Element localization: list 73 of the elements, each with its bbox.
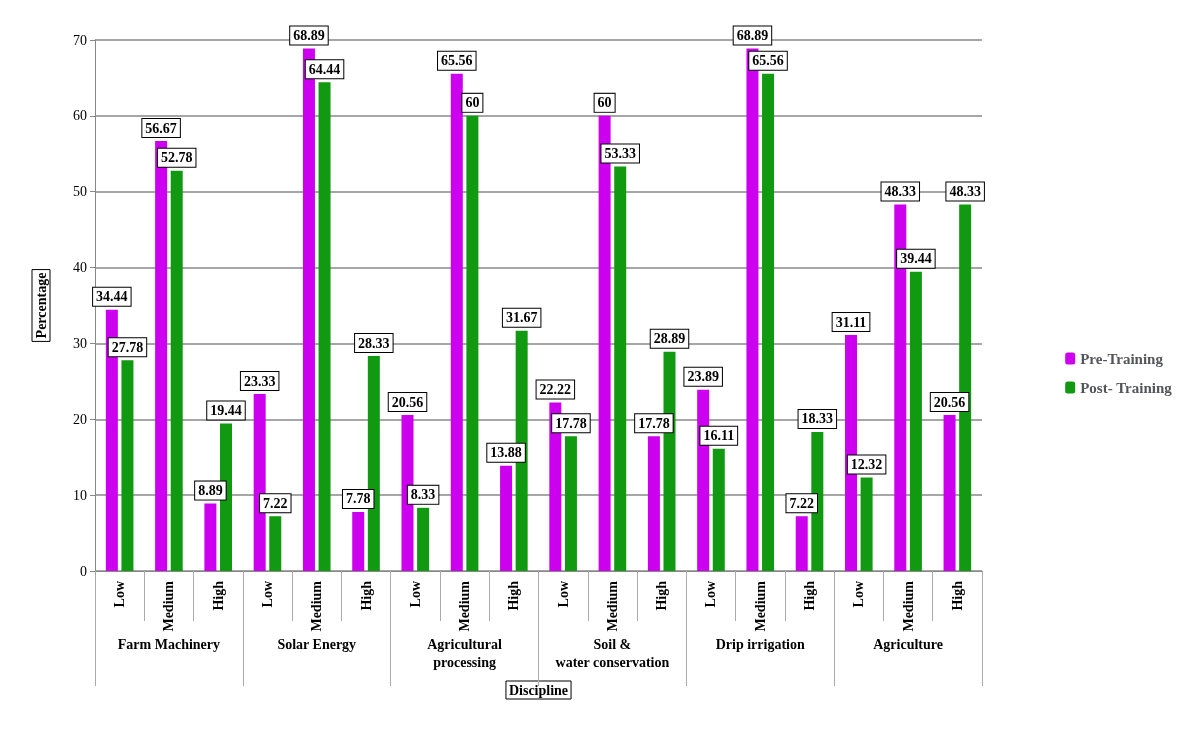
y-tick-label: 60 (73, 108, 87, 124)
text: Soil & water conservation (555, 636, 670, 670)
data-label: 16.11 (703, 428, 735, 444)
bar (943, 415, 956, 571)
x-tick-label: High (654, 580, 670, 611)
data-label: 23.89 (687, 369, 719, 385)
data-label: 31.67 (505, 310, 538, 326)
data-label: 68.89 (736, 27, 769, 43)
y-tick-label: 30 (73, 335, 87, 351)
x-tick-label: Medium (752, 580, 768, 632)
x-tick-label: Medium (161, 580, 177, 632)
data-label: 20.56 (933, 394, 966, 410)
legend-label: Pre-Training (1080, 350, 1164, 367)
x-tick-label: Low (703, 580, 719, 608)
x-tick-label: Medium (604, 580, 620, 632)
data-label: 17.78 (638, 415, 670, 431)
x-tick-label: Low (112, 580, 128, 608)
data-label: 27.78 (111, 339, 144, 355)
text: Drip irrigation (715, 636, 805, 652)
text: Solar Energy (277, 636, 357, 652)
data-label: 8.33 (410, 487, 436, 503)
data-label: 39.44 (900, 251, 932, 267)
data-label: 20.56 (391, 394, 424, 410)
text: Agricultural processing (427, 636, 503, 670)
x-tick-label: Medium (457, 580, 473, 632)
data-label: 7.78 (345, 491, 371, 507)
data-label: 34.44 (96, 289, 128, 305)
data-label: 7.22 (789, 495, 814, 511)
y-tick-label: 10 (73, 487, 87, 503)
data-label: 53.33 (604, 145, 636, 161)
data-label: 60 (465, 95, 480, 111)
x-tick-label: Medium (900, 580, 916, 632)
data-label: 56.67 (145, 120, 177, 136)
data-label: 48.33 (949, 183, 981, 199)
x-tick-label: Low (259, 580, 275, 608)
data-label: 23.33 (243, 373, 276, 389)
data-label: 18.33 (801, 411, 834, 427)
data-label: 65.56 (752, 53, 784, 69)
data-label: 65.56 (441, 53, 473, 69)
x-tick-label: High (210, 580, 226, 611)
data-label: 7.22 (263, 495, 288, 511)
data-label: 60 (597, 95, 612, 111)
x-tick-label: High (506, 580, 522, 611)
x-tick-label: Low (555, 580, 571, 608)
x-tick-label: Medium (309, 580, 325, 632)
legend-label: Post- Training (1080, 379, 1173, 396)
data-label: 48.33 (884, 183, 917, 199)
data-label: 28.89 (653, 331, 686, 347)
data-label: 64.44 (308, 61, 341, 77)
data-label: 8.89 (198, 483, 223, 499)
text: Agriculture (873, 636, 943, 652)
data-label: 19.44 (210, 403, 242, 419)
x-tick-label: High (358, 580, 374, 611)
y-axis-title: Percentage (33, 272, 49, 339)
y-tick-label: 0 (80, 563, 87, 579)
y-tick-label: 20 (73, 411, 87, 427)
data-label: 52.78 (160, 150, 193, 166)
data-label: 13.88 (490, 445, 522, 461)
x-tick-label: Low (407, 580, 423, 608)
y-tick-label: 70 (73, 32, 87, 48)
x-tick-label: High (949, 580, 965, 611)
y-tick-label: 50 (73, 184, 87, 200)
x-tick-label: High (802, 580, 818, 611)
y-tick-label: 40 (73, 260, 87, 276)
text: Farm Machinery (117, 636, 221, 652)
x-tick-label: Low (851, 580, 867, 608)
x-axis-title: Discipline (508, 682, 569, 698)
data-label: 12.32 (850, 457, 883, 473)
data-label: 68.89 (293, 27, 325, 43)
data-label: 28.33 (358, 335, 390, 351)
data-label: 31.11 (835, 314, 867, 330)
data-label: 22.22 (539, 381, 572, 397)
data-label: 17.78 (555, 415, 587, 431)
